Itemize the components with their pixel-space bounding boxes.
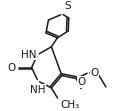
Text: NH: NH <box>30 85 46 95</box>
Text: HN: HN <box>21 50 36 60</box>
Text: S: S <box>64 1 71 11</box>
Text: O: O <box>78 77 86 87</box>
Text: CH₃: CH₃ <box>60 100 80 110</box>
Text: O: O <box>91 68 99 78</box>
Text: O: O <box>7 63 15 73</box>
